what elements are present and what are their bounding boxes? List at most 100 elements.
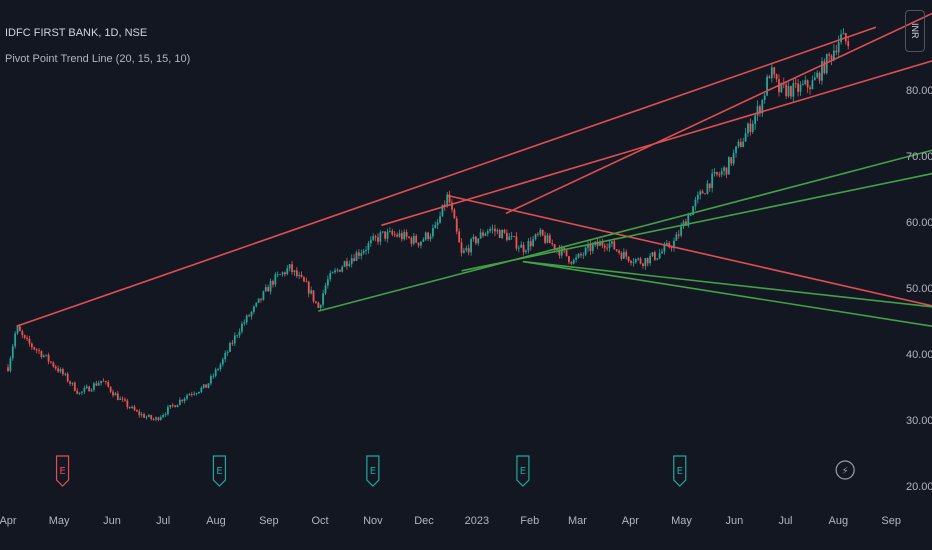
symbol-legend[interactable]: IDFC FIRST BANK, 1D, NSE — [5, 27, 148, 39]
dividend-event-marker[interactable]: ⚡ — [835, 460, 855, 480]
candle-body — [675, 234, 678, 241]
candle-body — [138, 411, 141, 416]
candle-body — [143, 414, 145, 418]
candle-body — [472, 236, 475, 240]
candle-body — [761, 99, 764, 114]
candle-body — [448, 194, 451, 203]
candle-body — [422, 239, 425, 242]
y-axis[interactable]: 20.00 30.00 40.00 50.00 60.00 70.00 80.00 — [906, 85, 932, 493]
candle-body — [95, 383, 98, 386]
candle-body — [324, 285, 327, 294]
support-trend-line[interactable] — [522, 260, 932, 328]
candle-body — [680, 226, 683, 236]
candle-body — [195, 393, 198, 394]
candle-body — [601, 242, 604, 246]
candle-body — [42, 355, 45, 357]
x-tick-label: Apr — [622, 515, 639, 527]
candle-body — [575, 257, 578, 260]
candle-body — [806, 80, 809, 88]
candle-body — [45, 354, 48, 356]
candle-body — [312, 290, 315, 302]
candle-body — [439, 216, 441, 223]
candle-body — [582, 254, 585, 256]
candle-body — [57, 368, 60, 372]
candle-body — [16, 326, 19, 334]
earnings-event-marker[interactable]: E — [366, 455, 380, 487]
candle-body — [310, 290, 313, 294]
indicator-legend[interactable]: Pivot Point Trend Line (20, 15, 15, 10) — [5, 53, 191, 65]
candle-body — [632, 262, 635, 264]
candle-body — [188, 394, 191, 396]
dividend-circle — [835, 460, 855, 480]
candle-body — [396, 234, 398, 237]
candle-body — [484, 233, 487, 236]
candle-body — [291, 264, 293, 273]
candle-body — [167, 407, 169, 415]
candle-body — [742, 141, 745, 147]
candle-body — [93, 383, 95, 390]
x-tick-label: Sep — [881, 515, 901, 527]
candle-body — [295, 270, 298, 277]
candle-body — [644, 258, 647, 266]
candle-body — [689, 214, 692, 216]
candle-body — [446, 194, 449, 207]
candle-body — [749, 123, 752, 132]
candle-body — [503, 229, 506, 233]
candle-body — [403, 232, 406, 240]
x-axis[interactable]: Apr May Jun Jul Aug Sep Oct Nov Dec 2023 Feb Mar Apr… — [0, 515, 901, 527]
candle-body — [212, 375, 215, 377]
candle-body — [572, 259, 575, 264]
candle-body — [520, 244, 523, 248]
candle-body — [482, 232, 484, 236]
candle-body — [486, 231, 489, 234]
candle-body — [642, 263, 644, 266]
candle-body — [663, 245, 666, 252]
candle-body — [699, 191, 702, 195]
x-tick-label: Nov — [363, 515, 383, 527]
x-tick-label: May — [671, 515, 692, 527]
candle-body — [622, 251, 625, 259]
candle-body — [350, 258, 353, 264]
candle-body — [305, 281, 308, 283]
support-trend-line[interactable] — [522, 260, 932, 308]
resistance-trend-line[interactable] — [505, 9, 932, 215]
candle-body — [269, 280, 272, 292]
candle-body — [9, 358, 12, 371]
candle-body — [465, 248, 468, 251]
currency-button[interactable]: INR — [905, 10, 925, 52]
support-trend-line[interactable] — [461, 172, 932, 272]
earnings-event-marker[interactable]: E — [212, 455, 227, 487]
candle-body — [114, 393, 117, 396]
x-tick-label: Sep — [259, 515, 279, 527]
resistance-trend-line[interactable] — [16, 26, 877, 328]
resistance-trend-line[interactable] — [447, 194, 932, 308]
candle-body — [515, 236, 518, 249]
candle-body — [837, 42, 840, 53]
candle-body — [288, 264, 291, 269]
y-tick-label: 50.00 — [906, 283, 932, 295]
candle-body — [508, 236, 511, 241]
candle-body — [283, 272, 286, 275]
candle-body — [479, 232, 482, 239]
resistance-trend-line[interactable] — [381, 58, 932, 227]
earnings-event-marker[interactable]: E — [673, 455, 687, 487]
candle-body — [665, 243, 668, 246]
candle-body — [751, 124, 754, 132]
candle-body — [83, 388, 86, 392]
candle-body — [360, 253, 363, 256]
candle-body — [30, 343, 33, 348]
candle-body — [840, 34, 842, 43]
candle-body — [770, 67, 773, 79]
support-trend-line[interactable] — [318, 148, 932, 312]
candle-body — [823, 61, 826, 74]
earnings-event-marker[interactable]: E — [55, 455, 70, 487]
candle-body — [389, 231, 391, 232]
candle-body — [47, 354, 50, 362]
candle-body — [477, 238, 480, 244]
candles-group — [7, 28, 850, 422]
earnings-event-marker[interactable]: E — [516, 455, 530, 487]
candle-body — [157, 417, 160, 420]
candle-body — [372, 236, 375, 240]
candle-body — [496, 230, 499, 232]
